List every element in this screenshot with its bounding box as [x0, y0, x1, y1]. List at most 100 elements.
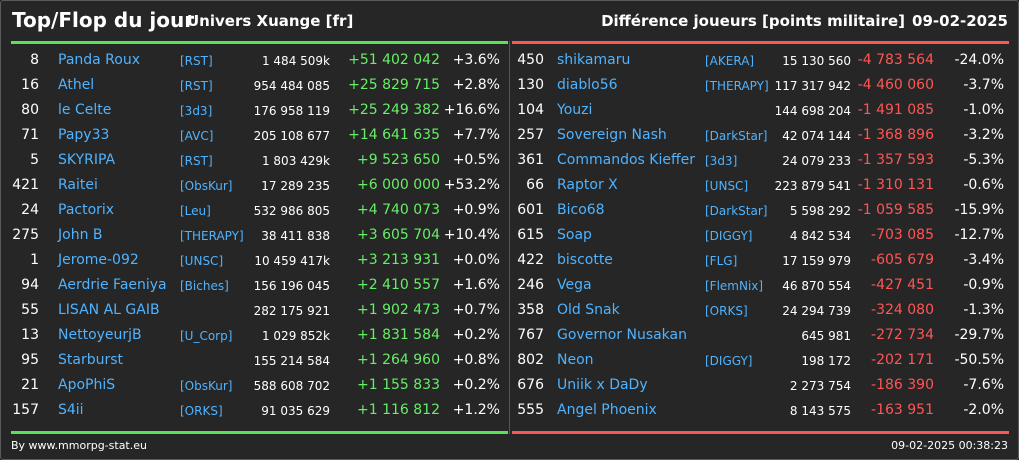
player-name-link[interactable]: Old Snak [557, 302, 620, 318]
player-rank: 615 [517, 227, 544, 243]
player-name-link[interactable]: Panda Roux [58, 52, 141, 68]
alliance-tag[interactable]: [THERAPY] [705, 79, 769, 93]
player-rank: 94 [21, 277, 39, 293]
player-name-link[interactable]: Raptor X [557, 177, 618, 193]
player-name-link[interactable]: Uniik x DaDy [557, 377, 648, 393]
player-name-link[interactable]: Vega [557, 277, 592, 293]
alliance-tag[interactable]: [THERAPY] [180, 229, 244, 243]
player-name-link[interactable]: Neon [557, 352, 594, 368]
metric-label: Différence joueurs [points militaire] [601, 12, 905, 30]
alliance-tag[interactable]: [U_Corp] [180, 329, 233, 343]
top-gainers-table: 8 Panda Roux [RST] 1 484 509k +51 402 042 +3.… [11, 48, 508, 423]
player-name-link[interactable]: NettoyeurjB [58, 327, 142, 343]
player-name-link[interactable]: John B [58, 227, 103, 243]
player-name-link[interactable]: Pactorix [58, 202, 115, 218]
player-points: 2 273 754 [789, 379, 851, 393]
points-difference: +3 213 931 [357, 252, 440, 268]
player-name-link[interactable]: Angel Phoenix [557, 402, 657, 418]
percent-change: +0.0% [452, 252, 500, 268]
player-name-link[interactable]: Bico68 [557, 202, 605, 218]
table-row: 55 LISAN AL GAIB 282 175 921 +1 902 473 +0.7… [11, 298, 508, 323]
percent-change: -1.0% [963, 102, 1004, 118]
table-row: 13 NettoyeurjB [U_Corp] 1 029 852k +1 831 58… [11, 323, 508, 348]
player-name-link[interactable]: Youzi [557, 102, 593, 118]
player-rank: 676 [517, 377, 544, 393]
player-name-link[interactable]: SKYRIPA [58, 152, 116, 168]
player-name-link[interactable]: Raitei [58, 177, 98, 193]
percent-change: -0.6% [963, 177, 1004, 193]
player-name-link[interactable]: diablo56 [557, 77, 618, 93]
alliance-tag[interactable]: [3d3] [705, 154, 738, 168]
alliance-tag[interactable]: [AKERA] [705, 54, 755, 68]
table-row: 24 Pactorix [Leu] 532 986 805 +4 740 073 +0.9… [11, 198, 508, 223]
alliance-tag[interactable]: [ObsKur] [180, 379, 233, 393]
player-name-link[interactable]: Commandos Kieffer [557, 152, 695, 168]
alliance-tag[interactable]: [FlemNix] [705, 279, 764, 293]
player-rank: 16 [21, 77, 39, 93]
player-rank: 71 [21, 127, 39, 143]
player-name-link[interactable]: le Celte [58, 102, 112, 118]
alliance-tag[interactable]: [RST] [180, 54, 213, 68]
points-difference: +1 902 473 [357, 302, 440, 318]
player-name-link[interactable]: Aerdrie Faeniya [58, 277, 167, 293]
alliance-tag[interactable]: [RST] [180, 79, 213, 93]
alliance-tag[interactable]: [DIGGY] [705, 229, 753, 243]
player-name-link[interactable]: Starburst [58, 352, 124, 368]
points-difference: +6 000 000 [357, 177, 440, 193]
alliance-tag[interactable]: [UNSC] [705, 179, 749, 193]
player-points: 91 035 629 [261, 404, 330, 418]
player-name-link[interactable]: shikamaru [557, 52, 631, 68]
alliance-tag[interactable]: [DarkStar] [705, 129, 768, 143]
player-points: 144 698 204 [774, 104, 851, 118]
player-name-link[interactable]: S4ii [58, 402, 84, 418]
points-difference: +1 264 960 [357, 352, 440, 368]
percent-change: -3.4% [963, 252, 1004, 268]
player-rank: 450 [517, 52, 544, 68]
percent-change: +0.7% [452, 302, 500, 318]
alliance-tag[interactable]: [DarkStar] [705, 204, 768, 218]
table-row: 130 diablo56 [THERAPY] 117 317 942 -4 460 06… [512, 73, 1009, 98]
player-points: 645 981 [801, 329, 851, 343]
board-title: Top/Flop du jour [12, 8, 195, 32]
table-row: 246 Vega [FlemNix] 46 870 554 -427 451 -0.9% [512, 273, 1009, 298]
player-name-link[interactable]: LISAN AL GAIB [58, 302, 160, 318]
alliance-tag[interactable]: [Leu] [180, 204, 211, 218]
player-points: 4 842 534 [789, 229, 851, 243]
points-difference: -427 451 [871, 277, 934, 293]
player-name-link[interactable]: Papy33 [58, 127, 110, 143]
alliance-tag[interactable]: [AVC] [180, 129, 214, 143]
alliance-tag[interactable]: [RST] [180, 154, 213, 168]
alliance-tag[interactable]: [ORKS] [705, 304, 748, 318]
player-points: 176 958 119 [253, 104, 330, 118]
alliance-tag[interactable]: [FLG] [705, 254, 738, 268]
alliance-tag[interactable]: [ORKS] [180, 404, 223, 418]
player-name-link[interactable]: Governor Nusakan [557, 327, 687, 343]
alliance-tag[interactable]: [3d3] [180, 104, 213, 118]
player-name-link[interactable]: Soap [557, 227, 592, 243]
points-difference: +2 410 557 [357, 277, 440, 293]
player-name-link[interactable]: biscotte [557, 252, 613, 268]
points-difference: +51 402 042 [348, 52, 440, 68]
flop-accent-line [512, 41, 1009, 44]
alliance-tag[interactable]: [Biches] [180, 279, 229, 293]
percent-change: +1.2% [452, 402, 500, 418]
percent-change: -3.2% [963, 127, 1004, 143]
alliance-tag[interactable]: [UNSC] [180, 254, 224, 268]
player-points: 205 108 677 [253, 129, 330, 143]
table-row: 80 le Celte [3d3] 176 958 119 +25 249 382 +16… [11, 98, 508, 123]
player-name-link[interactable]: Athel [58, 77, 95, 93]
alliance-tag[interactable]: [DIGGY] [705, 354, 753, 368]
alliance-tag[interactable]: [ObsKur] [180, 179, 233, 193]
percent-change: +0.2% [452, 327, 500, 343]
player-rank: 157 [12, 402, 39, 418]
table-row: 421 Raitei [ObsKur] 17 289 235 +6 000 000 +53… [11, 173, 508, 198]
player-points: 117 317 942 [774, 79, 851, 93]
player-name-link[interactable]: Sovereign Nash [557, 127, 667, 143]
player-name-link[interactable]: Jerome-092 [58, 252, 139, 268]
footer-source: By www.mmorpg-stat.eu [11, 439, 147, 452]
percent-change: -15.9% [954, 202, 1004, 218]
board-date: 09-02-2025 [912, 12, 1008, 30]
points-difference: +14 641 635 [348, 127, 440, 143]
player-name-link[interactable]: ApoPhiS [58, 377, 116, 393]
board-header: Top/Flop du jour Univers Xuange [fr] Dif… [1, 1, 1018, 39]
